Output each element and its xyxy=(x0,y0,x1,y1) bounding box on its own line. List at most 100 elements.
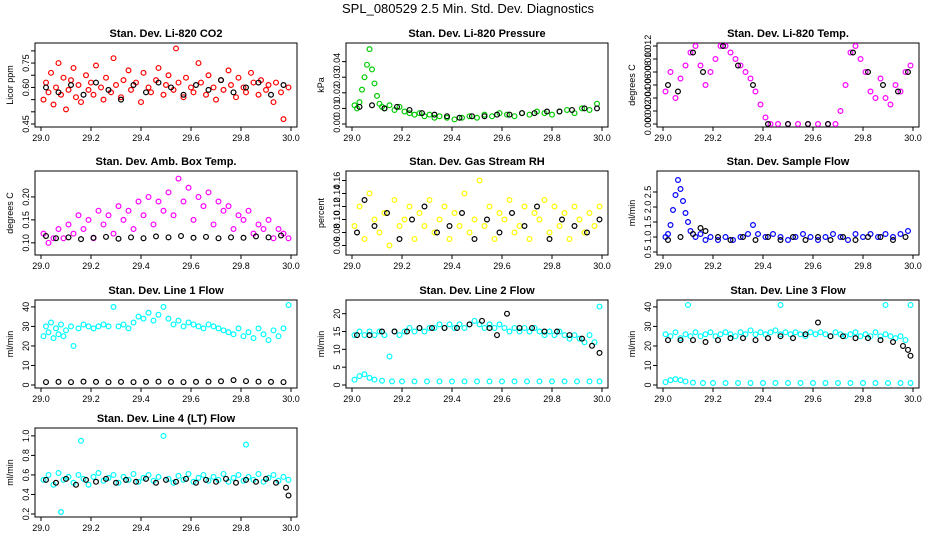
data-point xyxy=(67,379,74,386)
series-scatter xyxy=(662,42,914,127)
data-point xyxy=(115,323,122,330)
plot-frame xyxy=(656,42,920,128)
data-point xyxy=(361,197,368,204)
data-point xyxy=(243,441,250,448)
data-point xyxy=(205,86,212,93)
data-point xyxy=(897,333,904,340)
x-tick-label: 29.2 xyxy=(704,133,722,143)
data-point xyxy=(722,42,729,49)
data-point xyxy=(384,210,391,217)
data-point xyxy=(105,323,112,330)
data-point xyxy=(814,234,821,241)
data-point xyxy=(907,352,914,359)
data-point xyxy=(62,327,69,334)
data-point xyxy=(441,324,448,331)
chart-panel-6: Stan. Dev. Sample Flow 29.0 29.2 29.4 29.6 29… xyxy=(627,156,922,271)
y-tick-label: 0.00 xyxy=(332,115,342,133)
data-point xyxy=(461,324,468,331)
data-point xyxy=(852,329,859,336)
data-point xyxy=(230,226,237,233)
data-point xyxy=(516,223,523,230)
data-point xyxy=(52,235,59,242)
data-point xyxy=(889,339,896,346)
data-point xyxy=(722,329,729,336)
series-reference xyxy=(42,232,285,243)
chart-panel-2: Stan. Dev. Li-820 Pressure 29.0 29.2 29.4 29… xyxy=(316,28,611,143)
data-point xyxy=(672,192,679,199)
data-point xyxy=(792,234,799,241)
data-point xyxy=(797,331,804,338)
x-tick-label: 29.2 xyxy=(393,261,411,271)
data-point xyxy=(270,327,277,334)
chart-title: Stan. Dev. Line 3 Flow xyxy=(730,285,846,297)
data-point xyxy=(265,234,272,241)
data-point xyxy=(536,216,543,223)
data-point xyxy=(877,337,884,344)
y-tick-label: 0 xyxy=(643,382,653,387)
data-point xyxy=(774,120,781,127)
data-point xyxy=(674,88,681,95)
data-point xyxy=(672,376,679,383)
series-reference xyxy=(42,475,292,499)
data-point xyxy=(902,234,909,241)
x-tick-label: 29.6 xyxy=(804,394,822,404)
data-point xyxy=(190,89,197,96)
data-point xyxy=(474,378,481,385)
data-point xyxy=(45,329,52,336)
y-axis-label: ml/min xyxy=(316,331,326,358)
series-scatter xyxy=(351,303,603,360)
data-point xyxy=(689,337,696,344)
data-point xyxy=(90,234,97,241)
y-tick-label: 1.5 xyxy=(643,216,653,229)
data-point xyxy=(165,72,172,79)
data-point xyxy=(178,232,185,239)
data-point xyxy=(270,235,277,242)
data-point xyxy=(183,74,190,81)
data-point xyxy=(689,49,696,56)
data-point xyxy=(689,231,696,238)
data-point xyxy=(814,319,821,326)
data-point xyxy=(727,237,734,244)
data-point xyxy=(692,329,699,336)
data-point xyxy=(255,79,262,86)
data-point xyxy=(804,120,811,127)
data-point xyxy=(684,301,691,308)
y-tick-label: 0.008 xyxy=(643,61,653,84)
data-point xyxy=(827,237,834,244)
data-point xyxy=(110,471,117,478)
data-point xyxy=(255,325,262,332)
data-point xyxy=(85,216,92,223)
data-point xyxy=(672,94,679,101)
data-point xyxy=(215,235,222,242)
data-point xyxy=(215,325,222,332)
data-point xyxy=(65,234,72,241)
data-point xyxy=(737,234,744,241)
data-point xyxy=(67,323,74,330)
y-tick-label: 0.75 xyxy=(21,54,31,72)
x-tick-label: 29.2 xyxy=(82,261,100,271)
data-point xyxy=(391,197,398,204)
data-point xyxy=(80,91,87,98)
data-point xyxy=(351,223,358,230)
y-tick-label: 0.01 xyxy=(332,100,342,118)
data-point xyxy=(80,226,87,233)
data-point xyxy=(722,380,729,387)
data-point xyxy=(907,380,914,387)
data-point xyxy=(128,86,135,93)
data-point xyxy=(130,81,137,88)
plot-frame xyxy=(34,42,298,128)
data-point xyxy=(456,114,463,121)
y-tick-label: 0.04 xyxy=(332,53,342,71)
data-point xyxy=(546,328,553,335)
data-point xyxy=(717,331,724,338)
data-point xyxy=(163,476,170,483)
data-point xyxy=(441,203,448,210)
data-point xyxy=(812,331,819,338)
plot-frame xyxy=(345,170,609,256)
data-point xyxy=(55,60,62,67)
data-point xyxy=(578,105,585,112)
data-point xyxy=(682,210,689,217)
data-point xyxy=(546,236,553,243)
data-point xyxy=(887,333,894,340)
data-point xyxy=(902,337,909,344)
